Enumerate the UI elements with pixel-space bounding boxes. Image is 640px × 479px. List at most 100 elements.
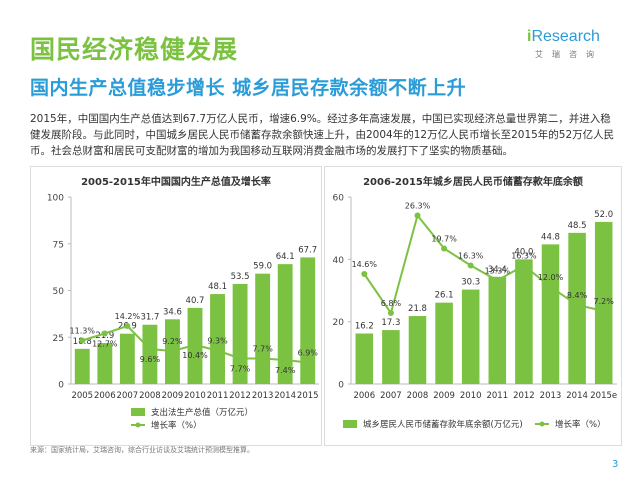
x-tick-label: 2011 <box>207 391 229 401</box>
gdp-chart-panel: 2005-2015年中国国内生产总值及增长率025507510018.82005… <box>30 166 322 446</box>
growth-rate-point <box>214 347 221 354</box>
growth-rate-point <box>192 342 198 348</box>
x-tick-label: 2013 <box>540 391 562 401</box>
bar-value-label: 67.7 <box>298 245 317 255</box>
x-tick-label: 2014 <box>274 391 296 401</box>
bar-value-label: 48.5 <box>568 221 587 231</box>
legend-bar-swatch <box>343 420 357 428</box>
growth-rate-point <box>441 245 448 252</box>
growth-rate-point <box>387 310 394 316</box>
growth-rate-point <box>494 277 501 284</box>
deposit-chart: 2006-2015年城乡居民人民币储蓄存款年底余额 0 20 40 60 16.2 2006… <box>333 175 618 430</box>
x-tick-label: 2012 <box>229 391 251 401</box>
x-tick-label: 2010 <box>460 391 482 401</box>
growth-rate-label: 10.4% <box>182 351 208 360</box>
x-tick-label: 2015 <box>297 391 319 401</box>
growth-rate-label: 6.8% <box>381 299 402 308</box>
growth-rate-label: 7.2% <box>594 297 615 306</box>
chart-title: 2006-2015年城乡居民人民币储蓄存款年底余额 <box>363 175 583 188</box>
growth-rate-point <box>237 355 244 362</box>
growth-rate-label: 16.3% <box>511 252 537 261</box>
y-tick-label: 0 <box>58 381 64 391</box>
x-tick-label: 2008 <box>139 391 161 401</box>
growth-rate-label: 8.4% <box>567 291 588 300</box>
x-tick-label: 2007 <box>380 391 402 401</box>
growth-rate-point <box>146 346 153 352</box>
growth-rate-point <box>574 302 581 308</box>
page-subtitle: 国内生产总值稳步增长 城乡居民存款余额不断上升 <box>30 77 467 99</box>
bar-value-label: 40.7 <box>186 296 205 306</box>
growth-rate-line <box>363 213 604 316</box>
growth-rate-point <box>169 348 176 354</box>
growth-rate-label: 14.2% <box>115 312 141 321</box>
growth-rate-label: 7.7% <box>252 345 273 354</box>
growth-rate-point <box>101 330 108 337</box>
x-tick-label: 2011 <box>486 391 508 401</box>
legend-line-label: 增长率（%） <box>555 419 606 430</box>
bar-value-label: 64.1 <box>276 252 295 262</box>
x-tick-label: 2005 <box>71 391 93 401</box>
bar <box>97 343 113 384</box>
bar <box>488 276 507 384</box>
y-tick-label: 20 <box>333 318 345 328</box>
bar <box>300 257 316 384</box>
source-note: 来源：国家统计局，艾瑞咨询，综合行业访谈及艾瑞统计预测模型推算。 <box>30 446 254 454</box>
x-tick-label: 2013 <box>252 391 274 401</box>
growth-rate-label: 26.3% <box>405 202 431 211</box>
x-tick-label: 2012 <box>513 391 535 401</box>
iresearch-logo: iResearch 艾瑞咨询 <box>527 28 607 68</box>
growth-rate-label: 13.3% <box>485 267 511 276</box>
growth-rate-label: 9.2% <box>162 337 183 346</box>
bar <box>255 273 271 384</box>
bar <box>74 348 90 384</box>
y-tick-label: 40 <box>333 256 345 266</box>
legend-bar-label: 支出法生产总值（万亿元） <box>151 407 253 418</box>
deposit-chart-panel: 2006-2015年城乡居民人民币储蓄存款年底余额 0 20 40 60 16.2 2006… <box>324 166 622 446</box>
growth-rate-label: 12.0% <box>538 273 564 282</box>
bar <box>515 259 533 384</box>
y-tick-label: 50 <box>53 287 65 297</box>
bar <box>594 221 613 384</box>
y-tick-label: 60 <box>333 194 345 204</box>
growth-rate-point <box>259 355 266 362</box>
bar-value-label: 53.5 <box>231 272 250 282</box>
bar-value-label: 44.8 <box>541 232 560 242</box>
x-tick-label: 2007 <box>117 391 139 401</box>
page-title: 国民经济稳健发展 <box>30 35 239 64</box>
bar-value-label: 59.0 <box>253 262 272 272</box>
y-tick-label: 0 <box>338 381 344 391</box>
bar-value-label: 40.0 <box>514 247 533 257</box>
bar <box>119 333 135 384</box>
bar <box>461 289 480 384</box>
page-number: 3 <box>612 459 619 470</box>
x-tick-label: 2008 <box>407 391 429 401</box>
growth-rate-point <box>282 357 289 363</box>
growth-rate-point <box>124 323 131 329</box>
x-tick-label: 2015e <box>590 391 617 401</box>
growth-rate-point <box>304 359 311 366</box>
growth-rate-point <box>467 262 474 269</box>
logo-wordmark: iResearch <box>527 28 600 45</box>
legend-line-marker <box>135 422 141 428</box>
bar-value-label: 52.0 <box>594 210 613 220</box>
x-tick-label: 2006 <box>353 391 375 401</box>
x-tick-label: 2010 <box>184 391 206 401</box>
bar-value-label: 16.2 <box>355 322 374 332</box>
growth-rate-label: 11.3% <box>70 327 96 336</box>
y-tick-label: 25 <box>53 334 64 344</box>
growth-rate-point <box>547 284 554 290</box>
bar-value-label: 31.7 <box>140 313 159 323</box>
legend-bar-swatch <box>131 408 145 416</box>
bar <box>210 294 225 384</box>
bar-value-label: 34.4 <box>488 265 507 275</box>
growth-rate-label: 16.3% <box>458 252 484 261</box>
y-tick-label: 100 <box>47 194 64 204</box>
bar-value-label: 17.3 <box>381 318 400 328</box>
legend-line-label: 增长率（%） <box>151 420 202 431</box>
gdp-chart: 2005-2015年中国国内生产总值及增长率025507510018.82005… <box>47 175 319 431</box>
growth-rate-point <box>361 271 368 277</box>
bar-value-label: 34.6 <box>163 307 182 317</box>
growth-rate-label: 14.6% <box>352 260 378 269</box>
bar-value-label: 21.8 <box>408 304 427 314</box>
growth-rate-point <box>520 262 527 269</box>
